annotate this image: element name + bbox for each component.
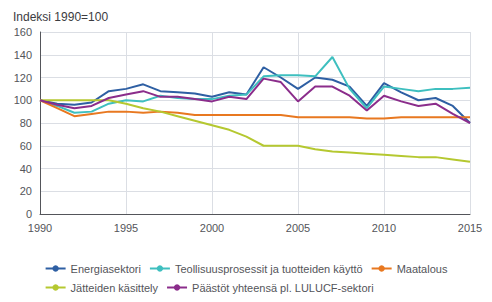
svg-text:2000: 2000 <box>200 222 224 234</box>
svg-text:2005: 2005 <box>286 222 310 234</box>
svg-text:2010: 2010 <box>372 222 396 234</box>
svg-text:80: 80 <box>20 117 32 129</box>
svg-text:1990: 1990 <box>28 222 52 234</box>
svg-text:1995: 1995 <box>114 222 138 234</box>
svg-text:120: 120 <box>14 72 32 84</box>
svg-text:160: 160 <box>14 26 32 38</box>
svg-text:20: 20 <box>20 185 32 197</box>
svg-text:100: 100 <box>14 94 32 106</box>
svg-text:2015: 2015 <box>458 222 482 234</box>
svg-text:60: 60 <box>20 140 32 152</box>
svg-text:40: 40 <box>20 163 32 175</box>
svg-text:Teollisuusprosessit ja tuottei: Teollisuusprosessit ja tuotteiden käyttö <box>175 263 363 275</box>
svg-text:Indeksi 1990=100: Indeksi 1990=100 <box>13 10 108 24</box>
svg-text:0: 0 <box>26 208 32 220</box>
svg-text:Päästöt yhteensä pl. LULUCF-se: Päästöt yhteensä pl. LULUCF-sektori <box>192 282 374 294</box>
svg-text:Maatalous: Maatalous <box>397 263 448 275</box>
svg-text:Jätteiden käsittely: Jätteiden käsittely <box>71 282 159 294</box>
svg-text:140: 140 <box>14 49 32 61</box>
svg-text:Energiasektori: Energiasektori <box>71 263 141 275</box>
